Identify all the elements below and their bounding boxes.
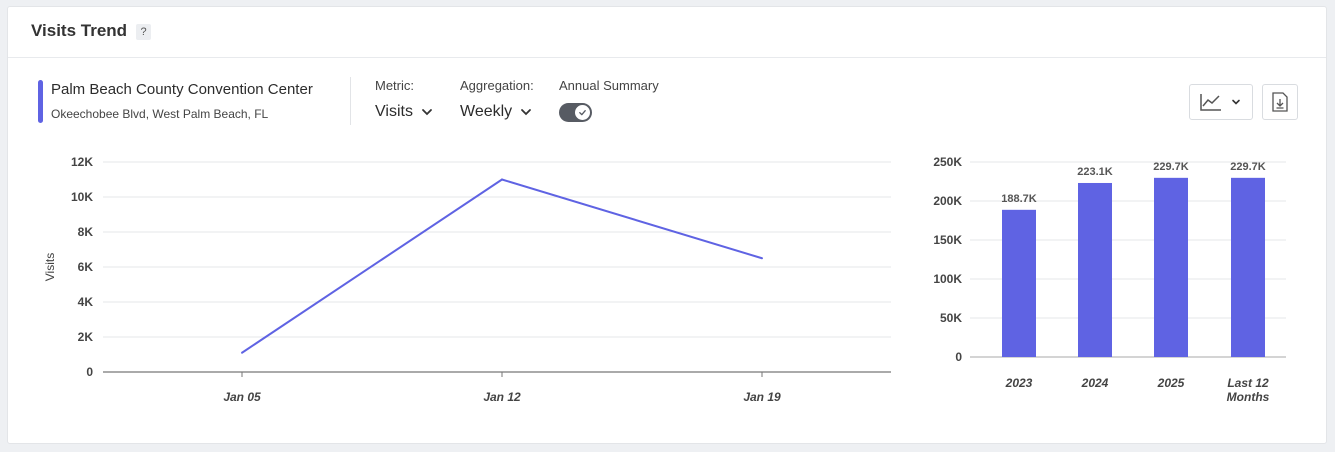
bar-data-label: 229.7K — [1153, 161, 1189, 173]
location-accent-bar — [38, 80, 43, 123]
metric-value: Visits — [375, 103, 413, 120]
divider — [350, 77, 351, 125]
y-tick-label: 4K — [78, 295, 94, 309]
bar-data-label: 229.7K — [1230, 161, 1266, 173]
bar — [1154, 177, 1188, 357]
bar-data-label: 223.1K — [1077, 166, 1113, 178]
x-tick-label: Jan 12 — [483, 390, 521, 404]
data-point — [761, 257, 763, 260]
y-tick-label: 150K — [933, 233, 962, 247]
bar — [1002, 209, 1036, 357]
y-tick-label: 2K — [78, 330, 94, 344]
y-tick-label: 8K — [78, 225, 94, 239]
toggle-knob — [575, 105, 590, 120]
chevron-down-icon — [1232, 99, 1240, 105]
y-tick-label: 50K — [940, 311, 962, 325]
y-tick-label: 100K — [933, 272, 962, 286]
download-button[interactable] — [1262, 84, 1298, 120]
aggregation-value: Weekly — [460, 103, 513, 120]
data-point — [241, 351, 243, 354]
check-icon — [579, 110, 586, 116]
location-address: Okeechobee Blvd, West Palm Beach, FL — [51, 107, 269, 121]
annual-summary-label: Annual Summary — [559, 78, 659, 93]
y-tick-label: 200K — [933, 194, 962, 208]
bar-data-label: 188.7K — [1001, 193, 1037, 205]
metric-dropdown[interactable]: Visits — [375, 103, 433, 121]
chart-type-button[interactable] — [1189, 84, 1253, 120]
y-tick-label: 6K — [78, 260, 94, 274]
y-tick-label: 250K — [933, 155, 962, 169]
x-tick-label: 2024 — [1081, 376, 1109, 390]
line-chart-icon — [1200, 94, 1221, 111]
aggregation-label: Aggregation: — [460, 78, 534, 93]
annual-summary-toggle[interactable] — [559, 103, 592, 122]
data-point — [501, 178, 503, 181]
x-tick-label: 2025 — [1157, 376, 1185, 390]
y-tick-label: 10K — [71, 190, 93, 204]
bar — [1078, 182, 1112, 357]
help-icon[interactable]: ? — [136, 24, 151, 40]
y-axis-label: Visits — [43, 253, 57, 281]
x-tick-label: 2023 — [1005, 376, 1033, 390]
download-icon — [1272, 92, 1288, 112]
y-tick-label: 12K — [71, 155, 93, 169]
aggregation-dropdown[interactable]: Weekly — [460, 103, 532, 121]
card-title: Visits Trend — [31, 21, 128, 40]
card-header: Visits Trend ? — [8, 7, 1326, 58]
y-tick-label: 0 — [955, 350, 962, 364]
weekly-visits-line-chart: 0 2K 4K 6K 8K 10K 12K Jan 05 Jan 12 Jan 19 Visits — [43, 155, 891, 404]
location-name: Palm Beach County Convention Center — [51, 81, 313, 98]
bar — [1231, 177, 1265, 357]
x-tick-label: Jan 19 — [743, 390, 781, 404]
y-tick-label: 0 — [86, 365, 93, 379]
x-tick-label: Last 12 Months — [1227, 376, 1270, 404]
x-tick-label: Jan 05 — [223, 390, 261, 404]
chevron-down-icon — [422, 109, 432, 116]
chevron-down-icon — [521, 109, 532, 116]
annual-summary-bar-chart: 0 50K 100K 150K 200K 250K 188.7K 223.1K 229.7K 22… — [933, 155, 1286, 404]
metric-label: Metric: — [375, 78, 414, 93]
